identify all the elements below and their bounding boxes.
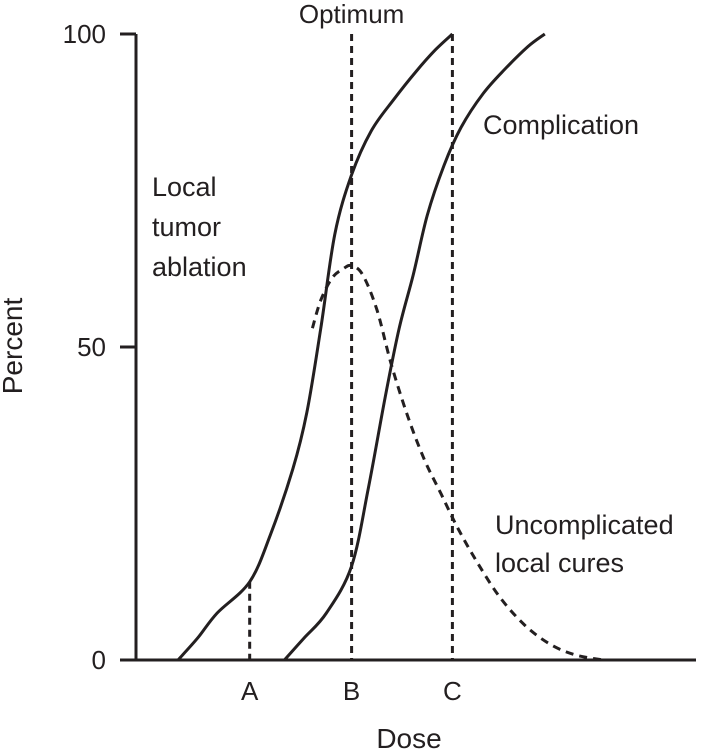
y-tick-label: 50: [77, 332, 106, 362]
y-tick-label: 0: [92, 645, 106, 675]
series-group: [176, 32, 604, 662]
y-tick-label: 100: [63, 19, 106, 49]
optimum-label: Optimum: [299, 0, 404, 29]
annotation-local-line: tumor: [152, 212, 221, 242]
annotation-uncomplicated-line: Uncomplicated: [495, 510, 674, 540]
labels: Local tumor ablation Complication Uncomplica…: [152, 110, 674, 578]
marker-label-c: C: [443, 676, 462, 706]
annotation-uncomplicated-line: local cures: [495, 548, 624, 578]
y-axis-label: Percent: [0, 298, 28, 395]
axes: 0 50 100 Dose Percent: [0, 19, 696, 751]
dose-markers: A B C Optimum: [241, 0, 462, 706]
marker-label-b: B: [343, 676, 360, 706]
annotation-local-line: ablation: [152, 252, 247, 282]
marker-label-a: A: [241, 676, 259, 706]
series-line-complication: [283, 32, 546, 661]
series-line-local-tumor-ablation: [176, 32, 454, 661]
annotation-complication-line: Complication: [483, 110, 639, 140]
series-line-uncomplicated-local-cures: [310, 263, 604, 662]
annotation-local-line: Local: [152, 172, 217, 202]
x-axis-label: Dose: [376, 723, 441, 751]
